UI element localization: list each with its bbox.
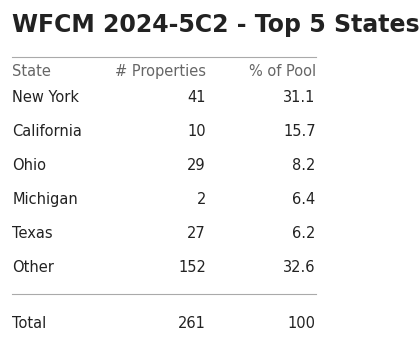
Text: # Properties: # Properties: [115, 64, 206, 79]
Text: New York: New York: [13, 90, 79, 105]
Text: 41: 41: [187, 90, 206, 105]
Text: 152: 152: [178, 260, 206, 275]
Text: 15.7: 15.7: [283, 124, 316, 139]
Text: 2: 2: [197, 192, 206, 207]
Text: % of Pool: % of Pool: [249, 64, 316, 79]
Text: Other: Other: [13, 260, 54, 275]
Text: State: State: [13, 64, 51, 79]
Text: 261: 261: [178, 316, 206, 331]
Text: 32.6: 32.6: [283, 260, 316, 275]
Text: 6.4: 6.4: [292, 192, 316, 207]
Text: 8.2: 8.2: [292, 158, 316, 173]
Text: 10: 10: [187, 124, 206, 139]
Text: WFCM 2024-5C2 - Top 5 States: WFCM 2024-5C2 - Top 5 States: [13, 13, 420, 37]
Text: California: California: [13, 124, 82, 139]
Text: 31.1: 31.1: [283, 90, 316, 105]
Text: Michigan: Michigan: [13, 192, 78, 207]
Text: 6.2: 6.2: [292, 226, 316, 241]
Text: 27: 27: [187, 226, 206, 241]
Text: Ohio: Ohio: [13, 158, 47, 173]
Text: 100: 100: [288, 316, 316, 331]
Text: 29: 29: [187, 158, 206, 173]
Text: Total: Total: [13, 316, 47, 331]
Text: Texas: Texas: [13, 226, 53, 241]
